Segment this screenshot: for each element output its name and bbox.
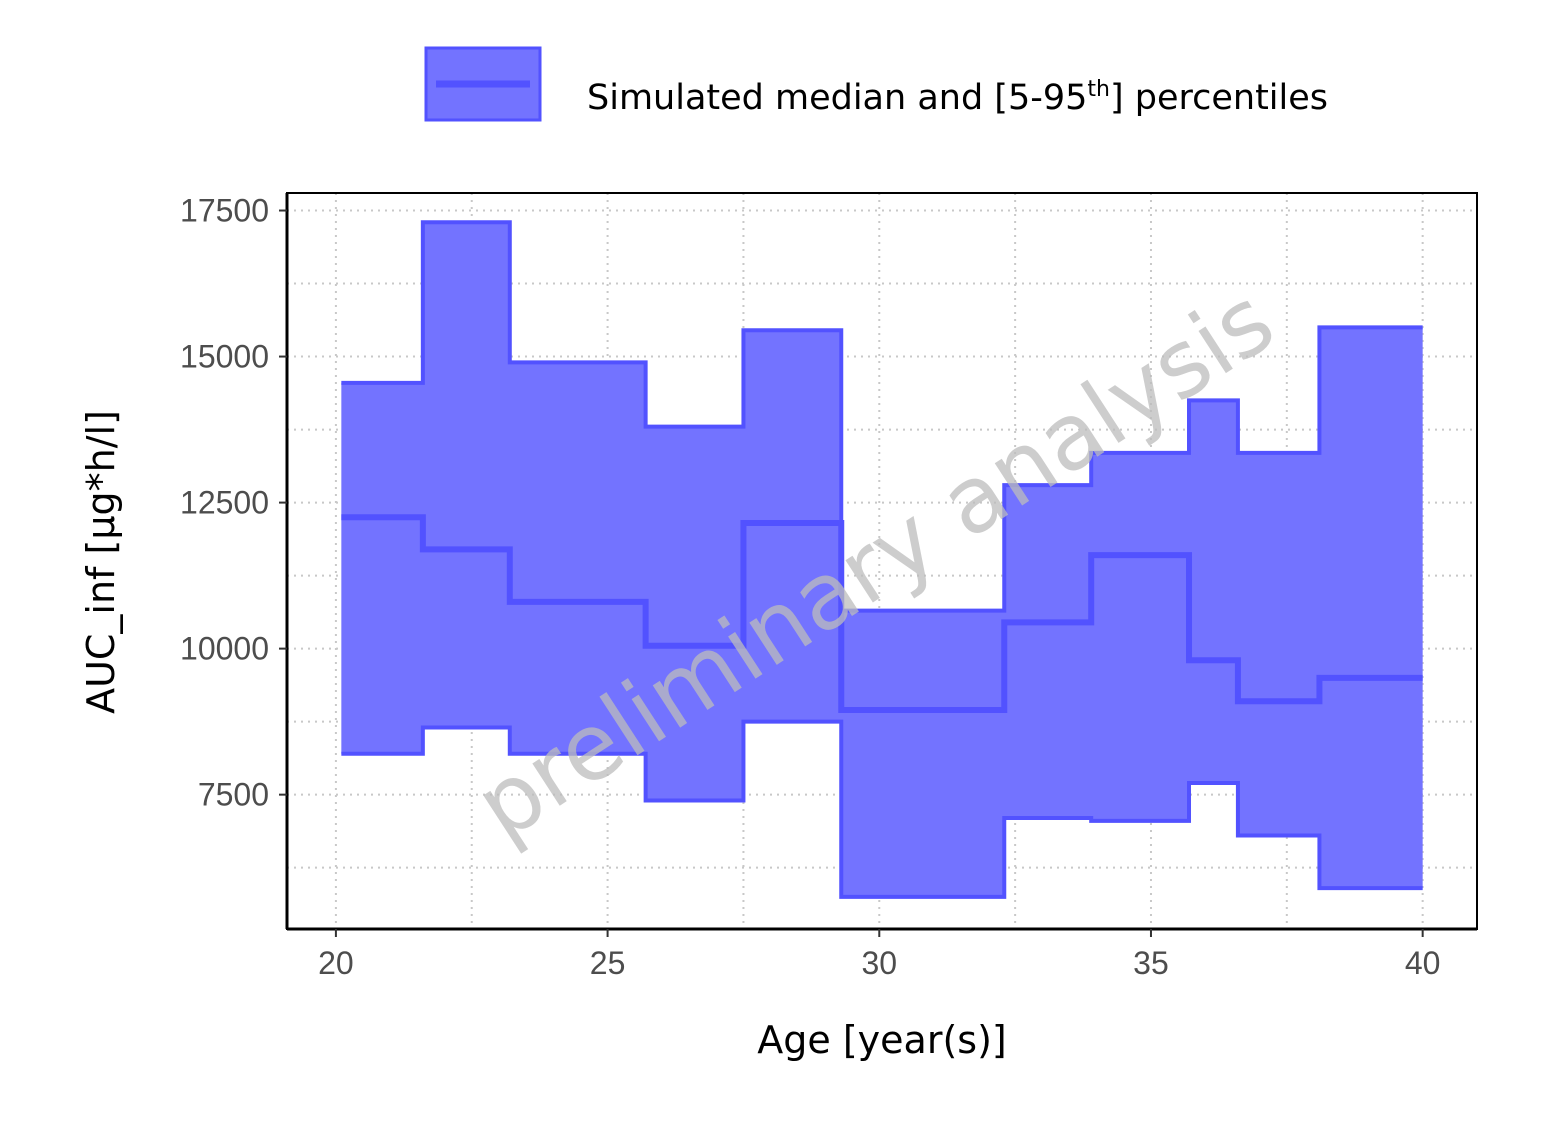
band-bin <box>841 611 1004 897</box>
median-line <box>341 514 1423 713</box>
band-bin <box>1189 400 1238 783</box>
band-bin <box>423 222 510 727</box>
y-tick-label: 12500 <box>180 485 269 521</box>
percentile-band-area <box>341 222 1423 897</box>
x-tick-label: 20 <box>318 945 354 981</box>
x-tick-label: 35 <box>1133 945 1169 981</box>
band-bin <box>1319 327 1422 888</box>
percentile-band <box>341 220 1423 899</box>
band-bin <box>1004 485 1091 818</box>
legend: Simulated median and [5-95th] percentile… <box>424 46 1328 122</box>
band-bin <box>341 383 423 754</box>
band-bin <box>1238 453 1320 836</box>
y-axis-ticks: 7500 10000 12500 15000 17500 <box>180 193 287 813</box>
x-axis-ticks: 20 25 30 35 40 <box>318 929 1440 981</box>
band-bin <box>1091 453 1189 821</box>
y-tick-label: 17500 <box>180 193 269 229</box>
x-tick-label: 25 <box>590 945 626 981</box>
y-tick-label: 10000 <box>180 631 269 667</box>
axes <box>285 192 1478 931</box>
y-axis-title: AUC_inf [µg*h/l] <box>79 410 123 714</box>
legend-label-end: ] percentiles <box>1110 78 1328 118</box>
x-axis-title: Age [year(s)] <box>757 1018 1006 1062</box>
legend-label-main: Simulated median and [5-95 <box>587 78 1087 118</box>
percentile-95-line <box>341 220 1423 613</box>
x-tick-label: 30 <box>861 945 897 981</box>
y-tick-label: 15000 <box>180 339 269 375</box>
legend-label-sup: th <box>1087 77 1110 102</box>
legend-label: Simulated median and [5-95th] percentile… <box>587 77 1328 118</box>
x-tick-label: 40 <box>1405 945 1441 981</box>
percentile-5-line <box>341 719 1423 899</box>
y-tick-label: 7500 <box>198 777 269 813</box>
